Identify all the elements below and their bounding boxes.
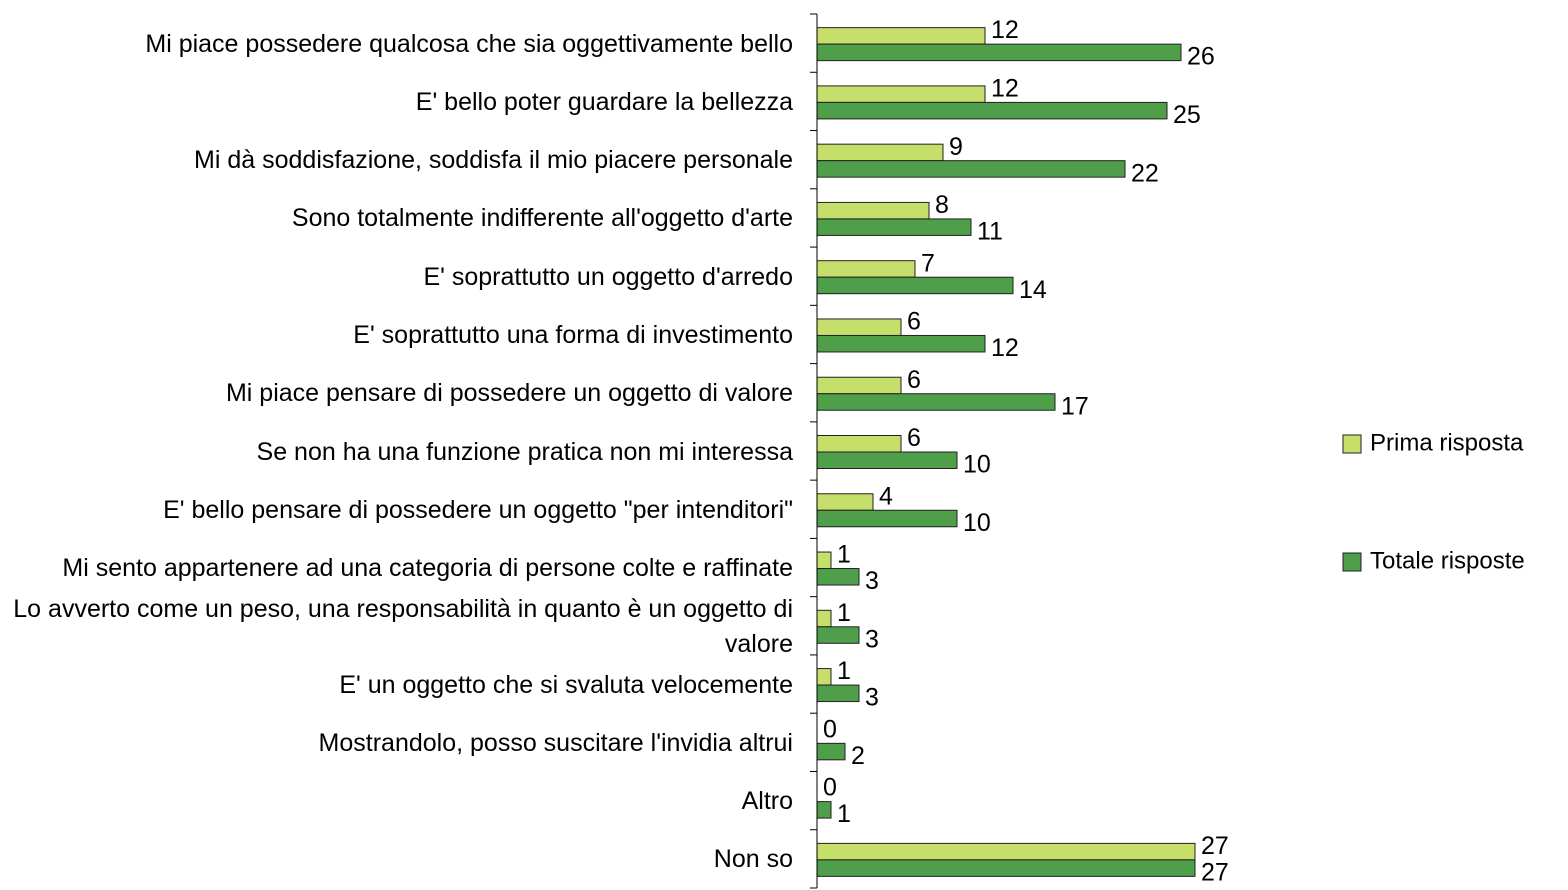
value-label: 26 — [1187, 43, 1215, 71]
bar — [816, 160, 1126, 178]
value-label: 14 — [1019, 276, 1047, 304]
bar — [816, 609, 832, 628]
category-label: Mi piace pensare di possedere un oggetto… — [225, 379, 793, 408]
legend-label: Totale risposte — [1370, 547, 1525, 574]
bar — [816, 801, 832, 819]
category-label: E' soprattutto una forma di investimento — [353, 320, 793, 349]
value-label: 27 — [1201, 858, 1229, 886]
category-label: Se non ha una funzione pratica non mi in… — [256, 437, 793, 466]
bar — [816, 626, 860, 644]
bar — [816, 551, 832, 570]
bar — [816, 742, 846, 761]
value-label: 1 — [837, 657, 851, 685]
bar — [816, 509, 958, 528]
category-label: Mi dà soddisfazione, soddisfa il mio pia… — [194, 146, 793, 175]
value-label: 9 — [949, 133, 963, 161]
bar — [816, 218, 972, 236]
bar — [816, 684, 860, 703]
legend-label: Prima risposta — [1370, 429, 1524, 456]
category-label: E' un oggetto che si svaluta velocemente — [339, 670, 793, 699]
value-label: 10 — [963, 451, 991, 479]
bar — [816, 27, 986, 45]
bar — [816, 201, 930, 220]
value-label: 27 — [1201, 832, 1229, 860]
value-label: 17 — [1061, 392, 1089, 420]
value-label: 12 — [991, 16, 1019, 44]
bar — [816, 318, 902, 336]
bar — [816, 334, 986, 353]
bar — [816, 85, 986, 103]
value-label: 12 — [991, 75, 1019, 103]
value-label: 6 — [907, 308, 921, 336]
category-label: Lo avverto come un peso, una responsabil… — [13, 594, 793, 658]
legend-swatch — [1342, 434, 1362, 454]
value-label: 25 — [1173, 101, 1201, 129]
bar — [816, 859, 1196, 877]
category-label: E' soprattutto un oggetto d'arredo — [423, 262, 793, 291]
value-label: 3 — [865, 567, 879, 595]
category-label: Sono totalmente indifferente all'oggetto… — [291, 204, 793, 233]
bar — [816, 43, 1182, 62]
value-label: 3 — [865, 684, 879, 712]
bar — [816, 668, 832, 686]
legend-swatch — [1342, 552, 1362, 572]
value-label: 22 — [1131, 159, 1159, 187]
category-label: Mi sento appartenere ad una categoria di… — [62, 554, 793, 583]
value-label: 1 — [837, 541, 851, 569]
bar — [816, 493, 874, 511]
value-label: 0 — [823, 774, 837, 802]
value-label: 8 — [935, 191, 949, 219]
category-label: E' bello poter guardare la bellezza — [415, 87, 793, 116]
category-label: E' bello pensare di possedere un oggetto… — [163, 495, 793, 524]
bar — [816, 143, 944, 162]
value-label: 11 — [977, 218, 1003, 246]
category-label: Altro — [741, 787, 793, 816]
category-label: Mi piace possedere qualcosa che sia ogge… — [145, 29, 793, 58]
bar — [816, 435, 902, 453]
bar — [816, 568, 860, 586]
category-label: Non so — [713, 845, 793, 874]
bar — [816, 260, 916, 278]
value-label: 1 — [837, 599, 851, 627]
bar — [816, 276, 1014, 295]
value-label: 3 — [865, 625, 879, 653]
bar — [816, 393, 1056, 411]
category-label: Mostrandolo, posso suscitare l'invidia a… — [318, 728, 793, 757]
value-label: 0 — [823, 715, 837, 743]
value-label: 7 — [921, 249, 935, 277]
bar — [816, 842, 1196, 861]
value-label: 2 — [851, 742, 865, 770]
value-label: 12 — [991, 334, 1019, 362]
bar — [816, 451, 958, 469]
bar — [816, 376, 902, 395]
value-label: 10 — [963, 509, 991, 537]
value-label: 1 — [837, 800, 851, 828]
bar — [816, 101, 1168, 120]
value-label: 6 — [907, 366, 921, 394]
value-label: 6 — [907, 424, 921, 452]
value-label: 4 — [879, 482, 893, 510]
